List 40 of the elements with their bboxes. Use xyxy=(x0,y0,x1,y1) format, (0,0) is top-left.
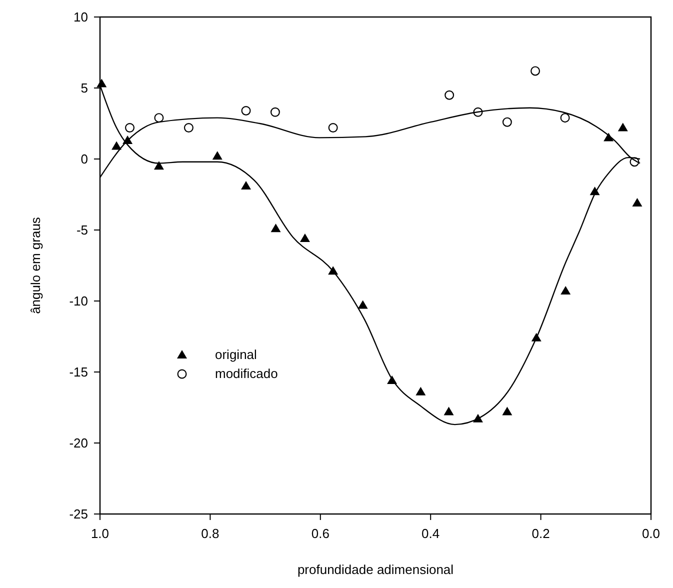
x-tick-label: 0.0 xyxy=(642,526,660,541)
point xyxy=(328,123,338,133)
point xyxy=(125,123,135,133)
point xyxy=(358,300,368,309)
point xyxy=(502,117,512,127)
point xyxy=(530,66,540,76)
y-tick-label: 10 xyxy=(74,10,88,24)
point xyxy=(560,113,570,123)
point xyxy=(270,107,280,117)
point xyxy=(241,180,252,190)
point xyxy=(560,286,571,295)
point xyxy=(444,406,454,416)
x-tick-label: 0.8 xyxy=(201,526,220,541)
y-tick-label: -20 xyxy=(69,436,88,450)
y-tick-label: 5 xyxy=(80,80,88,96)
x-tick-label: 0.6 xyxy=(311,526,330,541)
point xyxy=(618,122,628,132)
point xyxy=(154,113,164,123)
point xyxy=(241,106,251,116)
x-axis-title: profundidade adimensional xyxy=(297,562,454,577)
point xyxy=(416,386,426,396)
point xyxy=(184,123,194,133)
point xyxy=(270,224,281,232)
x-tick-label: 1.0 xyxy=(90,526,110,541)
y-tick-label: -15 xyxy=(69,364,88,380)
point xyxy=(300,234,310,242)
point xyxy=(632,198,642,207)
y-tick-label: -5 xyxy=(76,222,88,238)
point xyxy=(212,151,222,160)
y-axis-title: ângulo em graus xyxy=(28,216,43,314)
x-tick-label: 0.2 xyxy=(532,526,550,541)
point xyxy=(444,90,454,100)
legend-label: modificado xyxy=(215,366,278,381)
point xyxy=(112,141,122,150)
y-tick-label: -25 xyxy=(69,506,88,522)
y-tick-label: -10 xyxy=(69,294,88,308)
legend-label: original xyxy=(215,347,258,362)
point xyxy=(502,406,512,416)
y-tick-label: 0 xyxy=(80,152,88,166)
x-tick-label: 0.4 xyxy=(422,526,440,541)
